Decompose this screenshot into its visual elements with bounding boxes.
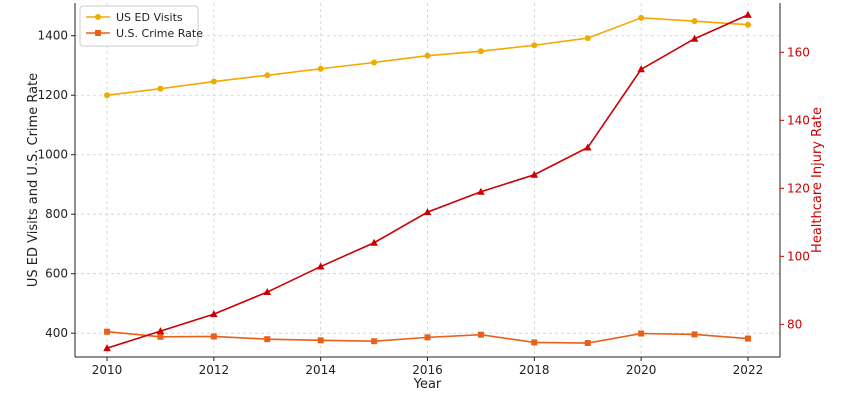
y-left-tick-label: 600 [45,267,68,281]
y-left-tick-label: 800 [45,207,68,221]
x-tick-label: 2018 [519,363,550,377]
data-point-injury_rate [583,143,592,151]
data-point-us_ed_visits [210,78,217,85]
y-right-tick-label: 80 [787,317,802,331]
y-left-tick-label: 1200 [37,88,68,102]
data-point-crime_rate [691,331,698,338]
x-tick-label: 2010 [92,363,123,377]
data-point-crime_rate [424,334,431,341]
data-point-crime_rate [371,338,378,345]
x-tick-label: 2012 [199,363,230,377]
y-right-tick-label: 160 [787,45,810,59]
y-left-axis-title: US ED Visits and U.S. Crime Rate [26,73,41,287]
x-tick-label: 2014 [305,363,336,377]
data-point-crime_rate [104,328,111,335]
data-point-crime_rate [317,337,324,344]
legend-marker [95,30,101,36]
data-point-crime_rate [744,335,751,342]
legend-label: US ED Visits [116,11,183,24]
data-point-us_ed_visits [371,59,378,66]
y-right-tick-label: 120 [787,181,810,195]
data-point-injury_rate [530,170,539,178]
data-point-crime_rate [264,336,271,343]
data-point-injury_rate [423,208,432,216]
x-axis-title: Year [413,377,442,392]
data-point-crime_rate [584,340,591,347]
data-point-crime_rate [477,331,484,338]
data-point-us_ed_visits [157,85,164,92]
data-point-injury_rate [263,288,272,296]
data-point-crime_rate [157,333,164,340]
axes-layer [71,3,784,361]
data-point-us_ed_visits [638,14,645,21]
data-point-us_ed_visits [264,72,271,79]
data-point-injury_rate [316,262,325,270]
y-left-tick-label: 400 [45,326,68,340]
data-point-us_ed_visits [691,18,698,25]
legend-label: U.S. Crime Rate [116,27,203,40]
data-point-injury_rate [370,238,378,246]
data-point-injury_rate [210,310,218,318]
y-right-tick-label: 140 [787,113,810,127]
data-point-us_ed_visits [584,35,591,42]
y-left-tick-label: 1000 [37,148,68,162]
x-tick-label: 2016 [412,363,443,377]
legend: US ED Visits U.S. Crime Rate [79,5,203,47]
data-point-injury_rate [744,10,752,18]
x-tick-label: 2022 [733,363,764,377]
y-left-tick-label: 1400 [37,29,68,43]
data-point-us_ed_visits [477,48,484,55]
x-tick-label: 2020 [626,363,657,377]
data-point-crime_rate [531,339,538,346]
legend-marker [95,14,101,20]
data-point-us_ed_visits [424,52,431,59]
labels-layer: 2010 2012 2014 2016 2018 2020 2022 400 600 800 100… [26,29,825,392]
data-point-crime_rate [210,333,217,340]
series-layer [103,10,752,352]
data-point-injury_rate [690,34,699,42]
data-point-injury_rate [637,65,645,73]
data-point-crime_rate [638,330,645,337]
y-right-tick-label: 100 [787,249,810,263]
data-point-injury_rate [156,327,165,335]
y-right-axis-title: Healthcare Injury Rate [810,107,825,253]
data-point-us_ed_visits [317,65,324,72]
data-point-us_ed_visits [744,21,751,28]
data-point-injury_rate [103,344,111,352]
legend-box [79,5,199,47]
data-point-injury_rate [477,187,485,195]
data-point-us_ed_visits [531,42,538,49]
data-point-us_ed_visits [104,92,111,99]
grid-layer [75,3,780,357]
